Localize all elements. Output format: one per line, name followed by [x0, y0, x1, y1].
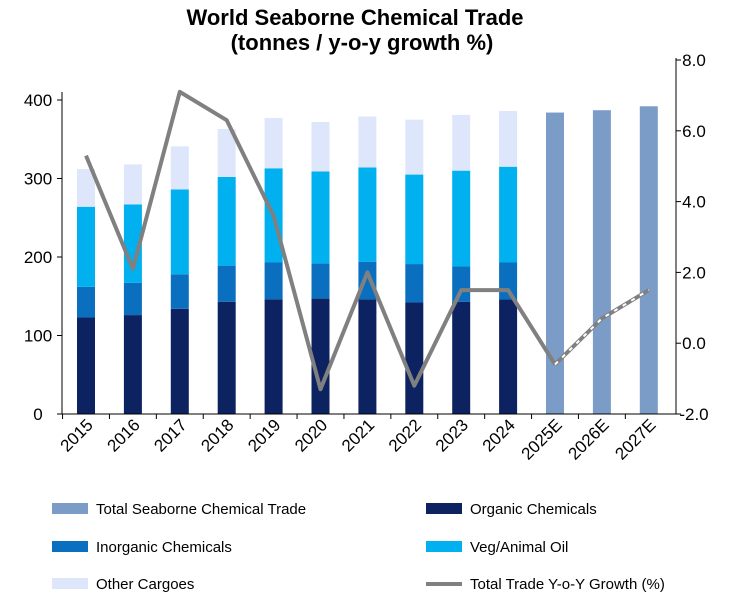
bar-veg-animal-oil-2018: [217, 176, 236, 266]
bar-organic-chemicals-2016: [123, 315, 142, 414]
bar-organic-chemicals-2020: [311, 298, 330, 414]
bar-veg-animal-oil-2016: [123, 204, 142, 283]
bar-other-cargoes-2020: [311, 121, 330, 172]
bar-total-2027E: [639, 106, 658, 414]
right-tick-label: 6.0: [682, 122, 706, 141]
chart-subtitle: (tonnes / y-o-y growth %): [231, 30, 494, 55]
x-tick-label: 2019: [244, 415, 284, 455]
bar-organic-chemicals-2023: [452, 301, 471, 414]
x-tick-label: 2015: [57, 415, 97, 455]
left-tick-label: 400: [24, 91, 52, 110]
right-tick-label: 8.0: [682, 51, 706, 70]
bar-inorganic-chemicals-2023: [452, 266, 471, 302]
bar-inorganic-chemicals-2024: [499, 262, 518, 300]
x-tick-label: 2021: [338, 415, 378, 455]
legend-label: Total Seaborne Chemical Trade: [96, 501, 306, 518]
x-tick-label: 2026E: [565, 415, 613, 463]
bar-inorganic-chemicals-2020: [311, 263, 330, 299]
bar-inorganic-chemicals-2015: [77, 286, 95, 318]
legend-swatch: [426, 541, 462, 552]
bar-other-cargoes-2019: [264, 118, 283, 169]
bar-veg-animal-oil-2017: [170, 189, 189, 275]
chart-title: World Seaborne Chemical Trade: [186, 5, 523, 30]
bar-veg-animal-oil-2021: [358, 167, 377, 262]
bar-other-cargoes-2015: [77, 169, 95, 207]
bar-inorganic-chemicals-2018: [217, 265, 236, 302]
x-tick-label: 2023: [432, 415, 472, 455]
bar-organic-chemicals-2021: [358, 299, 377, 414]
left-tick-label: 100: [24, 327, 52, 346]
right-tick-label: -2.0: [679, 405, 708, 424]
legend-swatch: [52, 503, 88, 514]
legend-swatch: [52, 541, 88, 552]
legend-label: Inorganic Chemicals: [96, 539, 232, 556]
bar-veg-animal-oil-2020: [311, 171, 330, 264]
bar-other-cargoes-2016: [123, 164, 142, 205]
bar-inorganic-chemicals-2022: [405, 264, 424, 303]
bar-inorganic-chemicals-2019: [264, 262, 283, 300]
legend-label: Total Trade Y-o-Y Growth (%): [470, 576, 665, 593]
left-tick-label: 300: [24, 170, 52, 189]
bar-veg-animal-oil-2015: [77, 206, 95, 287]
right-tick-label: 0.0: [682, 334, 706, 353]
bar-organic-chemicals-2015: [77, 317, 95, 414]
x-tick-label: 2018: [197, 415, 237, 455]
bar-total-2025E: [546, 112, 564, 414]
left-tick-label: 0: [33, 405, 42, 424]
bar-total-2026E: [592, 110, 611, 414]
bar-organic-chemicals-2019: [264, 299, 283, 414]
legend-label: Organic Chemicals: [470, 501, 597, 518]
legend-label: Other Cargoes: [96, 576, 194, 593]
bar-inorganic-chemicals-2021: [358, 261, 377, 300]
x-tick-label: 2016: [104, 415, 144, 455]
legend-label: Veg/Animal Oil: [470, 539, 568, 556]
growth-line-forecast-dash: [554, 289, 650, 366]
bar-other-cargoes-2022: [405, 119, 424, 175]
bar-veg-animal-oil-2022: [405, 174, 424, 265]
bar-organic-chemicals-2022: [405, 302, 424, 414]
bar-organic-chemicals-2018: [217, 301, 236, 414]
bar-veg-animal-oil-2023: [452, 170, 471, 267]
bar-other-cargoes-2021: [358, 116, 377, 168]
bar-organic-chemicals-2024: [499, 299, 518, 414]
left-tick-label: 200: [24, 248, 52, 267]
x-tick-label: 2022: [385, 415, 425, 455]
bar-other-cargoes-2017: [170, 146, 189, 190]
right-tick-label: 2.0: [682, 263, 706, 282]
bar-veg-animal-oil-2024: [499, 166, 518, 263]
bar-other-cargoes-2018: [217, 129, 236, 177]
bar-other-cargoes-2024: [499, 110, 518, 167]
x-tick-label: 2024: [479, 415, 519, 455]
right-tick-label: 4.0: [682, 193, 706, 212]
x-tick-label: 2025E: [518, 415, 566, 463]
bar-inorganic-chemicals-2016: [123, 282, 142, 316]
bar-inorganic-chemicals-2017: [170, 274, 189, 309]
x-tick-label: 2017: [150, 415, 190, 455]
legend-swatch: [52, 578, 88, 589]
bar-other-cargoes-2023: [452, 114, 471, 171]
x-tick-label: 2020: [291, 415, 331, 455]
legend-swatch: [426, 503, 462, 514]
bar-organic-chemicals-2017: [170, 308, 189, 414]
x-tick-label: 2027E: [611, 415, 659, 463]
